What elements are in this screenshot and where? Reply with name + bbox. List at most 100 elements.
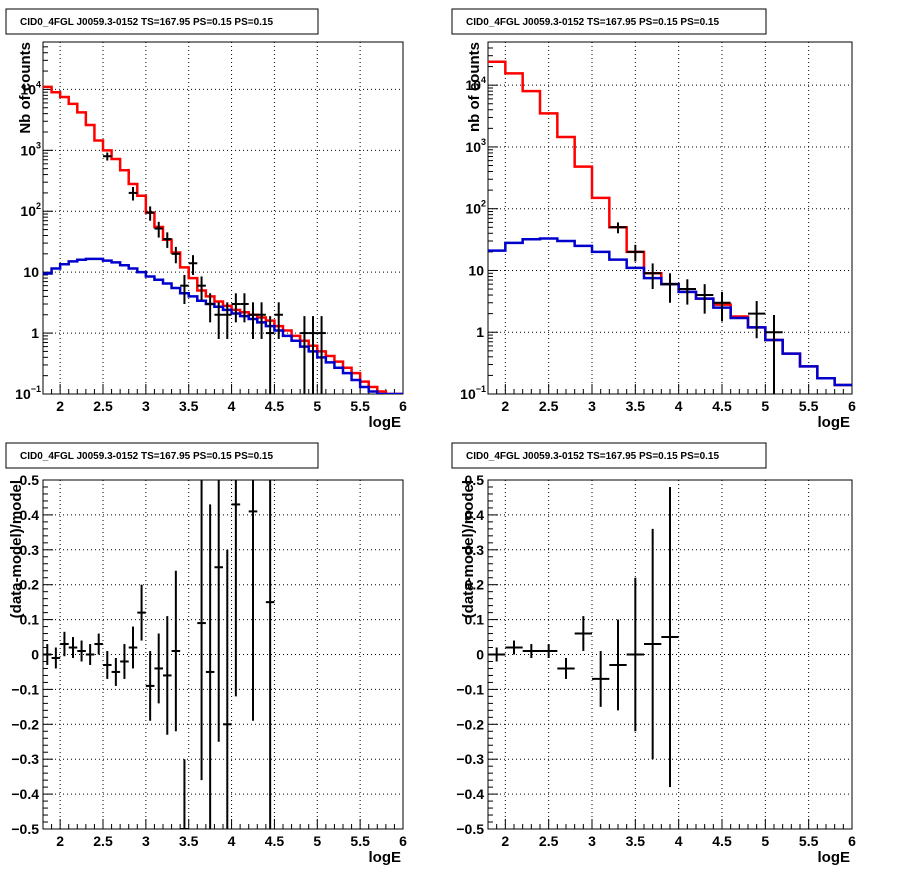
data-point <box>505 640 523 655</box>
data-point <box>103 152 112 161</box>
x-tick-label: 6 <box>399 398 407 414</box>
y-tick-label: −0.2 <box>456 716 484 732</box>
data-point <box>171 246 181 264</box>
data-point <box>317 316 326 394</box>
y-tick-label: 1 <box>476 324 484 340</box>
data-point <box>308 316 318 394</box>
y-tick-label: 0 <box>476 647 484 663</box>
data-point <box>85 644 95 665</box>
data-point <box>163 616 172 735</box>
x-tick-label: 2 <box>56 398 64 414</box>
y-axis-label: (data-model)/model <box>460 480 477 618</box>
y-tick-label: 10−1 <box>460 384 486 402</box>
data-point <box>171 570 181 732</box>
data-point <box>265 480 275 829</box>
data-point <box>696 284 714 314</box>
x-tick-label: 3 <box>142 833 150 849</box>
data-point <box>60 631 69 657</box>
y-tick-label: 0.4 <box>465 507 485 523</box>
data-point <box>120 644 129 679</box>
y-tick-label: −0.5 <box>11 821 39 837</box>
data-point <box>609 222 627 234</box>
y-tick-label: 0.5 <box>20 472 40 488</box>
plot-area <box>43 480 275 829</box>
y-tick-label: 10 <box>23 264 39 280</box>
data-point <box>128 187 138 201</box>
data-point <box>626 577 644 732</box>
x-tick-label: 4 <box>228 833 236 849</box>
x-tick-label: 5.5 <box>350 833 370 849</box>
background-model-line <box>488 237 852 387</box>
x-tick-label: 5 <box>313 398 321 414</box>
y-tick-label: 0.2 <box>465 577 485 593</box>
y-axis-label: nb of counts <box>466 42 483 132</box>
data-point <box>540 644 558 658</box>
data-point <box>274 302 283 339</box>
data-point <box>765 315 783 394</box>
y-tick-label: −0.3 <box>456 751 484 767</box>
x-tick-label: 6 <box>848 833 856 849</box>
chart-title: CID0_4FGL J0059.3-0152 TS=167.95 PS=0.15… <box>20 451 273 462</box>
data-point <box>248 302 258 339</box>
data-point <box>145 651 155 721</box>
data-point <box>223 302 232 339</box>
total-model-line <box>43 85 403 394</box>
data-point <box>111 657 121 686</box>
y-tick-label: 102 <box>465 199 486 217</box>
data-point <box>197 480 206 781</box>
total-model-line <box>488 60 852 387</box>
data-point <box>128 626 138 669</box>
data-point <box>205 504 215 829</box>
data-point <box>205 293 215 323</box>
chart-panel-3: CID0_4FGL J0059.3-0152 TS=167.95 PS=0.15… <box>5 442 407 866</box>
chart-title: CID0_4FGL J0059.3-0152 TS=167.95 PS=0.15… <box>466 17 719 28</box>
plot-frame <box>42 41 404 395</box>
data-point <box>154 221 163 238</box>
data-point <box>557 657 575 679</box>
x-axis-label: logE <box>818 849 851 866</box>
x-tick-label: 2.5 <box>93 398 113 414</box>
data-point <box>248 480 258 721</box>
x-tick-label: 4 <box>228 398 236 414</box>
y-tick-label: 0.3 <box>20 542 40 558</box>
y-tick-label: −0.1 <box>11 681 39 697</box>
chart-title: CID0_4FGL J0059.3-0152 TS=167.95 PS=0.15… <box>20 17 273 28</box>
y-tick-label: 102 <box>20 201 41 219</box>
data-point <box>51 647 61 669</box>
grid <box>488 42 852 394</box>
y-tick-label: −0.4 <box>456 786 484 802</box>
x-tick-label: 5.5 <box>799 398 819 414</box>
data-point <box>163 232 172 248</box>
x-tick-label: 3.5 <box>179 398 199 414</box>
x-tick-label: 2 <box>501 833 509 849</box>
data-point <box>154 633 163 704</box>
x-tick-label: 5 <box>761 398 769 414</box>
data-point <box>214 302 223 339</box>
y-tick-label: −0.4 <box>11 786 39 802</box>
x-axis-label: logE <box>369 414 402 431</box>
data-point <box>180 759 189 829</box>
data-point <box>231 293 241 323</box>
x-tick-label: 6 <box>399 833 407 849</box>
data-point <box>522 644 540 658</box>
data-point <box>68 637 78 658</box>
x-tick-label: 5.5 <box>350 398 370 414</box>
x-tick-label: 4.5 <box>712 833 732 849</box>
y-tick-label: 103 <box>20 140 41 158</box>
data-point <box>592 651 610 707</box>
x-axis-label: logE <box>818 414 851 431</box>
data-point <box>240 293 249 323</box>
data-point <box>678 279 696 305</box>
x-tick-label: 3 <box>588 833 596 849</box>
data-point <box>188 255 198 275</box>
y-axis-label: (data-model)/model <box>8 480 25 618</box>
y-tick-label: 104 <box>465 75 486 93</box>
x-tick-label: 5 <box>313 833 321 849</box>
y-tick-label: −0.5 <box>456 821 484 837</box>
data-point <box>214 480 223 742</box>
x-tick-label: 5.5 <box>799 833 819 849</box>
x-tick-label: 6 <box>848 398 856 414</box>
data-point <box>137 584 146 641</box>
data-point <box>609 619 627 711</box>
